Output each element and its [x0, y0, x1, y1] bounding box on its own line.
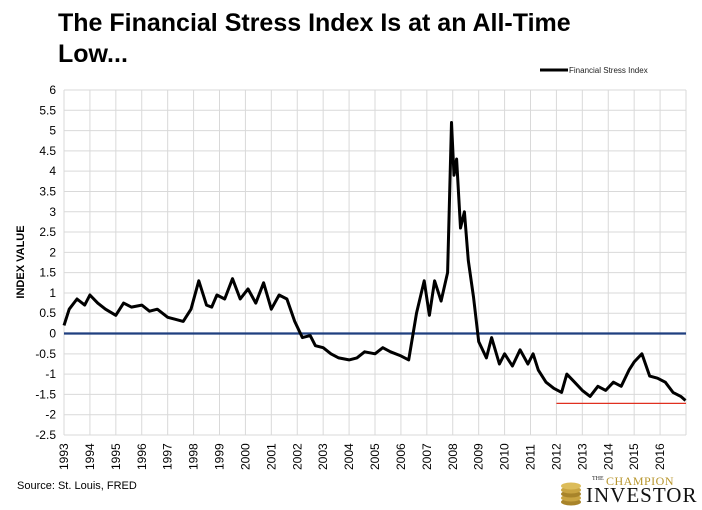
x-tick-label: 1998 [187, 443, 201, 470]
y-tick-label: 4 [49, 164, 56, 178]
x-tick-label: 2016 [653, 443, 667, 470]
x-tick-label: 1995 [109, 443, 123, 470]
x-tick-labels: 1993 1994 1995 1996 1997 1998 1999 2000 2001 2002… [57, 443, 667, 470]
x-tick-label: 2000 [238, 443, 252, 470]
y-tick-label: 4.5 [39, 144, 56, 158]
x-tick-label: 1996 [135, 443, 149, 470]
y-tick-label: 1 [49, 286, 56, 300]
coin-stack-icon [561, 482, 581, 506]
x-tick-label: 2013 [575, 443, 589, 470]
reference-lines [64, 332, 686, 404]
x-tick-label: 2010 [498, 443, 512, 470]
x-tick-label: 2008 [446, 443, 460, 470]
y-tick-label: -0.5 [35, 347, 56, 361]
x-tick-label: 2003 [316, 443, 330, 470]
y-tick-label: 5.5 [39, 103, 56, 117]
source-note: Source: St. Louis, FRED [17, 480, 137, 492]
y-tick-labels: 6 5.5 5 4.5 4 3.5 3 2.5 2 1.5 1 0.5 0 -0.5 -1 -1.5 -2 -2.… [35, 83, 56, 442]
x-tick-label: 2002 [290, 443, 304, 470]
legend-label: Financial Stress Index [569, 66, 648, 75]
y-tick-label: -1.5 [35, 387, 56, 401]
x-tick-label: 2004 [342, 443, 356, 470]
series-line-financial-stress-index [62, 121, 687, 402]
x-tick-label: 2006 [394, 443, 408, 470]
y-tick-label: 0 [49, 327, 56, 341]
x-tick-label: 2015 [627, 443, 641, 470]
x-tick-label: 2005 [368, 443, 382, 470]
x-tick-label: 2007 [420, 443, 434, 470]
y-tick-label: 3.5 [39, 184, 56, 198]
x-tick-label: 1997 [161, 443, 175, 470]
x-tick-label: 2014 [601, 443, 615, 470]
y-tick-label: 6 [49, 83, 56, 97]
x-tick-label: 2012 [549, 443, 563, 470]
x-tick-label: 2009 [472, 443, 486, 470]
y-tick-label: 3 [49, 205, 56, 219]
y-tick-label: 1.5 [39, 266, 56, 280]
x-tick-label: 2001 [264, 443, 278, 470]
logo-investor: INVESTOR [586, 483, 698, 507]
x-tick-label: 1993 [57, 443, 71, 470]
series-lines [62, 121, 687, 402]
x-tick-label: 1994 [83, 443, 97, 470]
champion-investor-logo: THE CHAMPION INVESTOR [556, 474, 698, 508]
y-tick-label: 2 [49, 245, 56, 259]
x-tick-label: 2011 [524, 444, 538, 470]
logo-champion: CHAMPION [606, 474, 675, 488]
y-tick-label: 2.5 [39, 225, 56, 239]
y-tick-label: -2 [45, 408, 56, 422]
legend: Financial Stress Index [540, 66, 648, 75]
y-tick-label: -2.5 [35, 428, 56, 442]
x-tick-label: 1999 [213, 443, 227, 470]
y-tick-label: -1 [45, 367, 56, 381]
y-tick-label: 0.5 [39, 306, 56, 320]
grid-lines [63, 89, 687, 436]
logo-the: THE [592, 476, 604, 482]
chart-title: The Financial Stress Index Is at an All-… [58, 9, 571, 68]
y-tick-label: 5 [49, 124, 56, 138]
y-axis-label: INDEX VALUE [15, 225, 27, 298]
